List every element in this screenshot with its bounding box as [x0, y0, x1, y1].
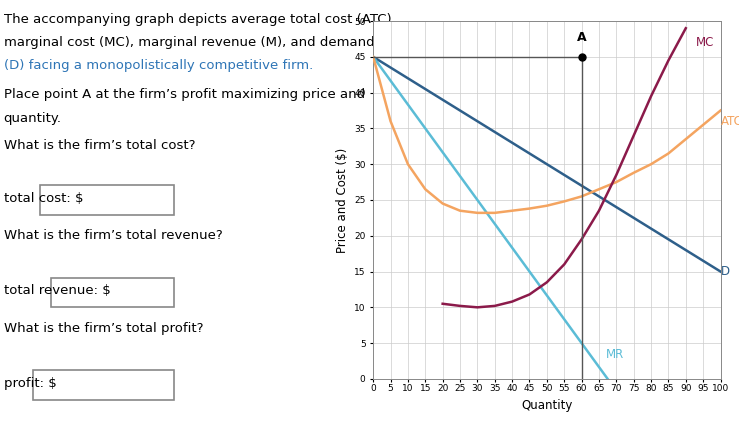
Text: quantity.: quantity.: [4, 112, 61, 125]
X-axis label: Quantity: Quantity: [521, 399, 573, 412]
Text: What is the firm’s total revenue?: What is the firm’s total revenue?: [4, 229, 222, 242]
Text: (D) facing a monopolistically competitive firm.: (D) facing a monopolistically competitiv…: [4, 59, 313, 72]
FancyBboxPatch shape: [40, 185, 174, 215]
Text: What is the firm’s total cost?: What is the firm’s total cost?: [4, 139, 195, 152]
Text: total cost: $: total cost: $: [4, 192, 83, 205]
Text: marginal cost (MC), marginal revenue (M), and demand: marginal cost (MC), marginal revenue (M)…: [4, 36, 374, 49]
Text: ATC: ATC: [721, 115, 739, 128]
Text: What is the firm’s total profit?: What is the firm’s total profit?: [4, 322, 203, 335]
Y-axis label: Price and Cost ($): Price and Cost ($): [336, 147, 349, 253]
Text: A: A: [576, 31, 587, 44]
FancyBboxPatch shape: [33, 370, 174, 400]
Text: Place point A at the firm’s profit maximizing price and: Place point A at the firm’s profit maxim…: [4, 88, 365, 101]
Text: MR: MR: [606, 348, 624, 361]
Text: The accompanying graph depicts average total cost (ATC),: The accompanying graph depicts average t…: [4, 13, 395, 26]
Text: profit: $: profit: $: [4, 377, 56, 390]
FancyBboxPatch shape: [51, 278, 174, 307]
Text: total revenue: $: total revenue: $: [4, 284, 110, 297]
Text: D: D: [721, 265, 729, 278]
Text: MC: MC: [696, 36, 715, 49]
